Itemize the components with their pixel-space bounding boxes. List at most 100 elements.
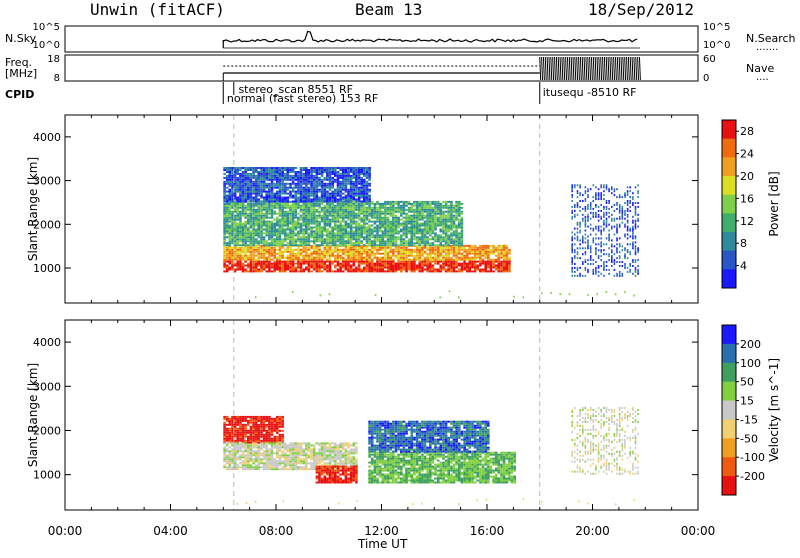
heatmap-cell: [593, 196, 595, 198]
heatmap-cell: [495, 261, 498, 263]
heatmap-cell: [313, 181, 316, 183]
heatmap-cell: [637, 226, 639, 228]
heatmap-cell: [426, 240, 429, 242]
heatmap-cell: [337, 257, 340, 259]
heatmap-cell: [392, 217, 395, 219]
heatmap-cell: [434, 236, 437, 238]
heatmap-cell: [384, 232, 387, 234]
heatmap-cell: [334, 209, 337, 211]
heatmap-cell: [503, 255, 506, 257]
heatmap-cell: [273, 223, 276, 225]
heatmap-cell: [595, 196, 597, 198]
heatmap-cell: [585, 237, 587, 239]
heatmap-cell: [350, 230, 353, 232]
heatmap-cell: [585, 218, 587, 220]
heatmap-cell: [416, 225, 419, 227]
heatmap-cell: [263, 255, 266, 257]
itu-sweep-mark: [614, 57, 615, 80]
heatmap-cell: [606, 212, 608, 214]
heatmap-cell: [366, 257, 369, 259]
heatmap-cell: [229, 217, 232, 219]
heatmap-cell: [397, 211, 400, 213]
heatmap-cell: [632, 228, 634, 230]
heatmap-cell: [284, 199, 287, 201]
heatmap-cell: [400, 244, 403, 246]
heatmap-cell: [271, 238, 274, 240]
heatmap-cell: [247, 416, 250, 418]
heatmap-cell: [389, 244, 392, 246]
heatmap-cell: [484, 247, 487, 249]
heatmap-cell: [318, 232, 321, 234]
heatmap-cell: [363, 169, 366, 171]
nsky-tick-bottom: 10^0: [33, 40, 60, 51]
heatmap-cell: [345, 259, 348, 261]
heatmap-cell: [397, 257, 400, 259]
heatmap-cell: [447, 270, 450, 272]
heatmap-cell: [445, 242, 448, 244]
heatmap-cell: [366, 269, 369, 271]
heatmap-cell: [487, 263, 490, 265]
heatmap-cell: [234, 255, 237, 257]
heatmap-cell: [403, 205, 406, 207]
heatmap-cell: [326, 230, 329, 232]
heatmap-cell: [495, 247, 498, 249]
heatmap-cell: [416, 215, 419, 217]
heatmap-cell: [611, 218, 613, 220]
heatmap-cell: [337, 227, 340, 229]
heatmap-cell: [350, 257, 353, 259]
heatmap-cell: [295, 195, 298, 197]
heatmap-cell: [268, 244, 271, 246]
heatmap-cell: [223, 257, 226, 259]
heatmap-cell: [408, 255, 411, 257]
heatmap-cell: [440, 229, 443, 231]
heatmap-cell: [355, 187, 358, 189]
heatmap-cell: [313, 251, 316, 253]
heatmap-cell: [279, 259, 282, 261]
heatmap-cell: [321, 240, 324, 242]
heatmap-cell: [300, 195, 303, 197]
heatmap-cell: [260, 193, 263, 195]
heatmap-cell: [271, 215, 274, 217]
heatmap-cell: [447, 211, 450, 213]
heatmap-cell: [358, 242, 361, 244]
heatmap-cell: [382, 269, 385, 271]
heatmap-cell: [627, 210, 629, 212]
heatmap-cell: [405, 221, 408, 223]
heatmap-cell: [310, 199, 313, 201]
heatmap-cell: [300, 189, 303, 191]
heatmap-cell: [313, 205, 316, 207]
heatmap-cell: [392, 236, 395, 238]
heatmap-cell: [247, 230, 250, 232]
heatmap-cell: [442, 215, 445, 217]
heatmap-cell: [603, 249, 605, 251]
heatmap-cell: [250, 440, 253, 442]
heatmap-cell: [229, 249, 232, 251]
heatmap-cell: [426, 209, 429, 211]
heatmap-cell: [582, 253, 584, 255]
heatmap-cell: [334, 181, 337, 183]
heatmap-cell: [432, 267, 435, 269]
heatmap-cell: [411, 263, 414, 265]
heatmap-cell: [498, 265, 501, 267]
heatmap-cell: [258, 251, 261, 253]
heatmap-cell: [384, 242, 387, 244]
heatmap-cell: [416, 255, 419, 257]
heatmap-cell: [608, 200, 610, 202]
heatmap-cell: [400, 257, 403, 259]
heatmap-cell: [239, 230, 242, 232]
heatmap-cell: [461, 244, 464, 246]
heatmap-cell: [252, 183, 255, 185]
heatmap-cell: [281, 215, 284, 217]
heatmap-cell: [447, 251, 450, 253]
heatmap-cell: [292, 183, 295, 185]
heatmap-cell: [437, 234, 440, 236]
heatmap-cell: [236, 438, 239, 440]
heatmap-cell: [318, 217, 321, 219]
heatmap-cell: [603, 184, 605, 186]
heatmap-cell: [492, 263, 495, 265]
heatmap-cell: [302, 238, 305, 240]
heatmap-cell: [632, 236, 634, 238]
heatmap-cell: [368, 261, 371, 263]
heatmap-cell: [595, 261, 597, 263]
heatmap-cell: [426, 219, 429, 221]
